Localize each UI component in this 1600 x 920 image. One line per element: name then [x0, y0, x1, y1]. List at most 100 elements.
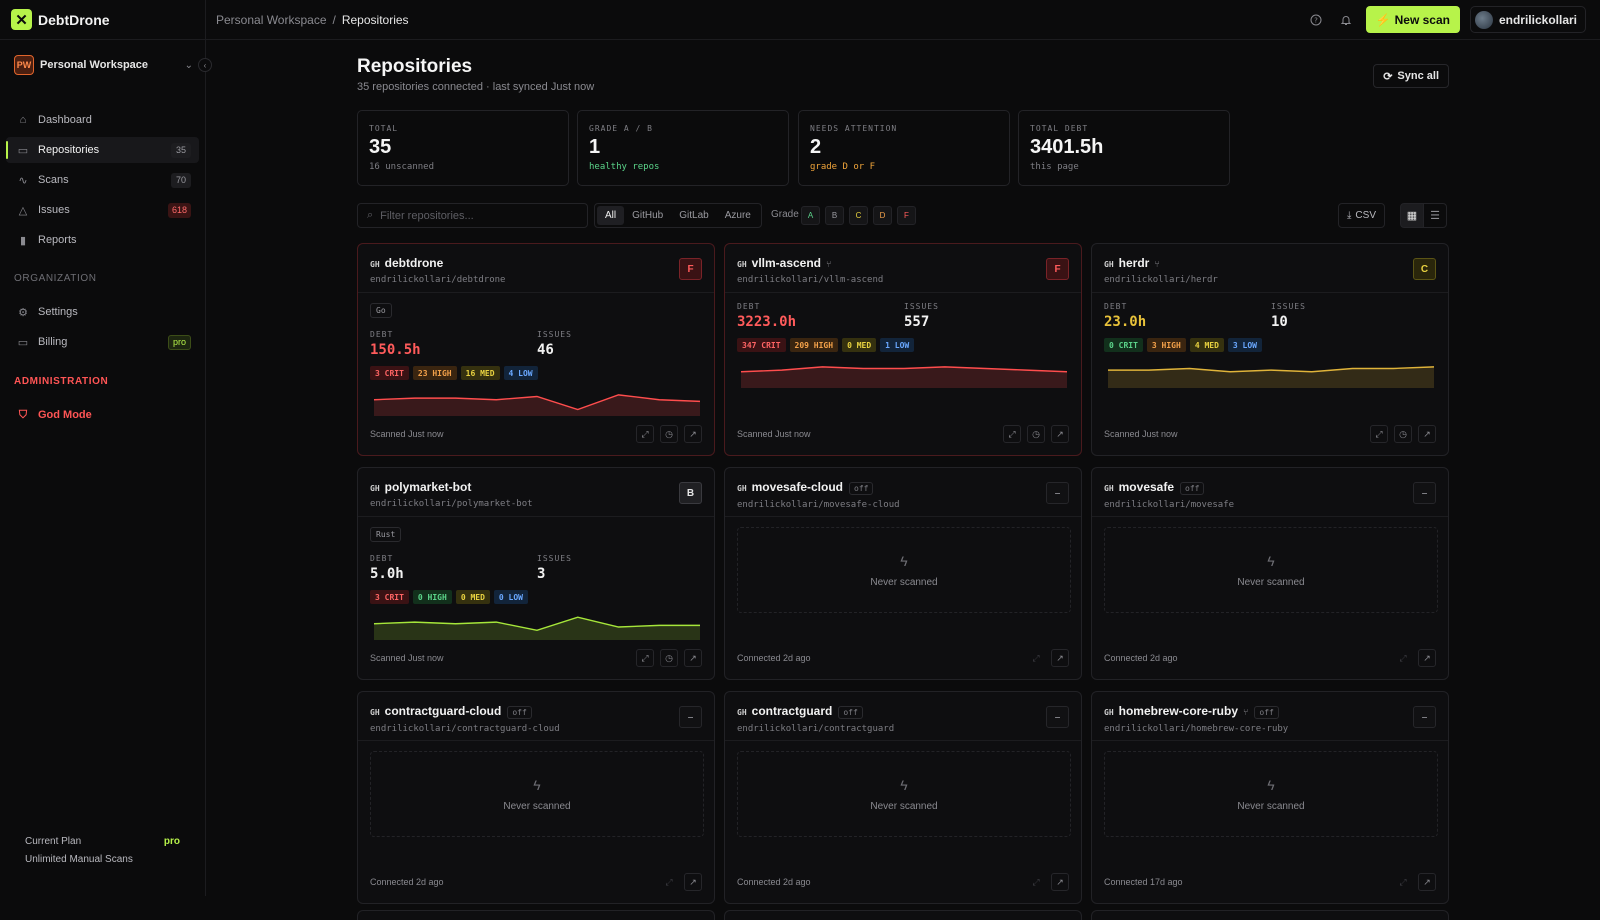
sparkline-line — [1108, 366, 1435, 373]
external-link-icon[interactable]: ↗ — [1418, 425, 1436, 443]
expand-icon[interactable]: ⤢ — [1003, 425, 1021, 443]
low-badge: 1 LOW — [880, 338, 915, 352]
provider-all[interactable]: All — [597, 206, 625, 225]
external-link-icon[interactable]: ↗ — [1051, 649, 1069, 667]
high-badge: 3 HIGH — [1146, 338, 1186, 352]
svg-text:?: ? — [1314, 16, 1318, 24]
external-link-icon[interactable]: ↗ — [1418, 649, 1436, 667]
issues-count: 618 — [167, 202, 191, 218]
expand-icon[interactable]: ⤢ — [636, 425, 654, 443]
repo-card[interactable]: GH contractguard off endrilickollari/contr… — [724, 691, 1082, 904]
sidebar-item-reports[interactable]: ▮ Reports — [6, 227, 199, 253]
history-icon[interactable]: ◷ — [1394, 425, 1412, 443]
never-scanned-text: Never scanned — [503, 800, 571, 812]
sidebar-item-scans[interactable]: ∿ Scans 70 — [6, 167, 199, 193]
repo-card[interactable] — [1091, 910, 1449, 920]
sidebar-item-billing[interactable]: ▭ Billing pro — [6, 329, 199, 355]
grade-filter-d[interactable]: D — [873, 206, 892, 225]
repo-name[interactable]: vllm-ascend — [751, 256, 822, 270]
fork-icon: ⑂ — [826, 259, 832, 269]
list-view-button[interactable]: ☰ — [1423, 203, 1447, 228]
repo-name[interactable]: polymarket-bot — [384, 480, 472, 494]
repo-name[interactable]: homebrew-core-ruby — [1118, 704, 1238, 718]
history-icon[interactable]: ◷ — [660, 649, 678, 667]
repo-card[interactable]: GH debtdrone endrilickollari/debtdrone F … — [357, 243, 715, 456]
history-icon[interactable]: ◷ — [660, 425, 678, 443]
external-link-icon[interactable]: ↗ — [684, 425, 702, 443]
repo-card[interactable]: GH homebrew-core-ruby ⑂ off endrilickollari… — [1091, 691, 1449, 904]
shield-icon: ⛉ — [18, 408, 28, 421]
csv-export-button[interactable]: ⤓ CSV — [1338, 203, 1385, 228]
repo-card[interactable] — [357, 910, 715, 920]
expand-icon[interactable]: ⤢ — [665, 876, 673, 887]
debt-label: DEBT — [370, 330, 394, 339]
sidebar-item-issues[interactable]: △ Issues 618 — [6, 197, 199, 223]
provider-azure[interactable]: Azure — [724, 210, 751, 221]
repo-card[interactable]: GH contractguard-cloud off endrilickollari… — [357, 691, 715, 904]
external-link-icon[interactable]: ↗ — [684, 873, 702, 891]
grade-filter-b[interactable]: B — [825, 206, 844, 225]
breadcrumb-workspace[interactable]: Personal Workspace — [216, 12, 327, 27]
med-badge: 4 MED — [1189, 338, 1224, 352]
stat-total-debt: TOTAL DEBT 3401.5h this page — [1018, 110, 1230, 186]
brand[interactable]: ✕ DebtDrone — [0, 0, 206, 40]
provider-github[interactable]: GitHub — [632, 210, 664, 221]
plan-value: pro — [163, 836, 180, 847]
repo-name[interactable]: movesafe-cloud — [751, 480, 843, 494]
repo-card[interactable]: GH movesafe-cloud off endrilickollari/move… — [724, 467, 1082, 680]
repo-card-header: GH contractguard-cloud off endrilickollari… — [358, 692, 714, 741]
expand-icon[interactable]: ⤢ — [636, 649, 654, 667]
external-link-icon[interactable]: ↗ — [1051, 425, 1069, 443]
stat-label: NEEDS ATTENTION — [810, 124, 898, 133]
high-badge: 209 HIGH — [789, 338, 839, 352]
collapse-sidebar-icon[interactable]: ‹ — [198, 58, 212, 72]
repo-card[interactable]: GH movesafe off endrilickollari/movesafe –… — [1091, 467, 1449, 680]
help-icon[interactable]: ? — [1306, 10, 1326, 30]
external-link-icon[interactable]: ↗ — [1051, 873, 1069, 891]
new-scan-button[interactable]: ⚡ New scan — [1365, 6, 1460, 33]
repo-name[interactable]: contractguard-cloud — [384, 704, 502, 718]
sync-all-button[interactable]: ⟳ Sync all — [1373, 64, 1449, 88]
grid-view-button[interactable]: ▦ — [1400, 203, 1424, 228]
search-input[interactable]: ⌕ Filter repositories... — [357, 203, 588, 228]
breadcrumb: Personal Workspace / Repositories — [216, 13, 409, 27]
repo-status-text: Scanned Just now — [737, 429, 811, 439]
fork-icon: ⑂ — [1154, 259, 1160, 269]
repo-name[interactable]: herdr — [1118, 256, 1150, 270]
expand-icon[interactable]: ⤢ — [1399, 652, 1407, 663]
repo-name[interactable]: movesafe — [1118, 480, 1175, 494]
billing-pro-badge: pro — [167, 334, 191, 350]
expand-icon[interactable]: ⤢ — [1032, 652, 1040, 663]
external-link-icon[interactable]: ↗ — [684, 649, 702, 667]
sidebar-item-god-mode[interactable]: ⛉ God Mode — [6, 402, 199, 428]
history-icon[interactable]: ◷ — [1027, 425, 1045, 443]
repo-path: endrilickollari/contractguard — [737, 724, 895, 734]
provider-gitlab[interactable]: GitLab — [679, 210, 709, 221]
sidebar-item-repositories[interactable]: ▭ Repositories 35 — [6, 137, 199, 163]
stat-value: 2 — [810, 136, 822, 158]
bell-icon[interactable] — [1336, 10, 1356, 30]
expand-icon[interactable]: ⤢ — [1032, 876, 1040, 887]
grade-filter-a[interactable]: A — [801, 206, 820, 225]
repo-card[interactable]: GH polymarket-bot endrilickollari/polymar… — [357, 467, 715, 680]
debt-label: DEBT — [1104, 302, 1128, 311]
administration-section-label: ADMINISTRATION — [14, 376, 109, 387]
expand-icon[interactable]: ⤢ — [1399, 876, 1407, 887]
repo-name[interactable]: debtdrone — [384, 256, 444, 270]
repo-card[interactable]: GH herdr ⑂ endrilickollari/herdr C DEBT 23… — [1091, 243, 1449, 456]
sidebar-item-dashboard[interactable]: ⌂ Dashboard — [6, 107, 199, 133]
breadcrumb-separator: / — [332, 12, 336, 27]
repo-icon: ▭ — [17, 144, 29, 157]
grade-filter-f[interactable]: F — [897, 206, 916, 225]
repo-card[interactable]: GH vllm-ascend ⑂ endrilickollari/vllm-asce… — [724, 243, 1082, 456]
repo-card[interactable] — [724, 910, 1082, 920]
user-menu[interactable]: endrilickollari — [1469, 6, 1586, 33]
never-scanned-text: Never scanned — [1237, 800, 1305, 812]
sidebar-item-settings[interactable]: ⚙ Settings — [6, 299, 199, 325]
grade-badge: F — [679, 258, 702, 280]
expand-icon[interactable]: ⤢ — [1370, 425, 1388, 443]
grade-filter-c[interactable]: C — [849, 206, 868, 225]
workspace-switcher[interactable]: PW Personal Workspace ⌄ — [14, 53, 193, 77]
external-link-icon[interactable]: ↗ — [1418, 873, 1436, 891]
repo-name[interactable]: contractguard — [751, 704, 833, 718]
